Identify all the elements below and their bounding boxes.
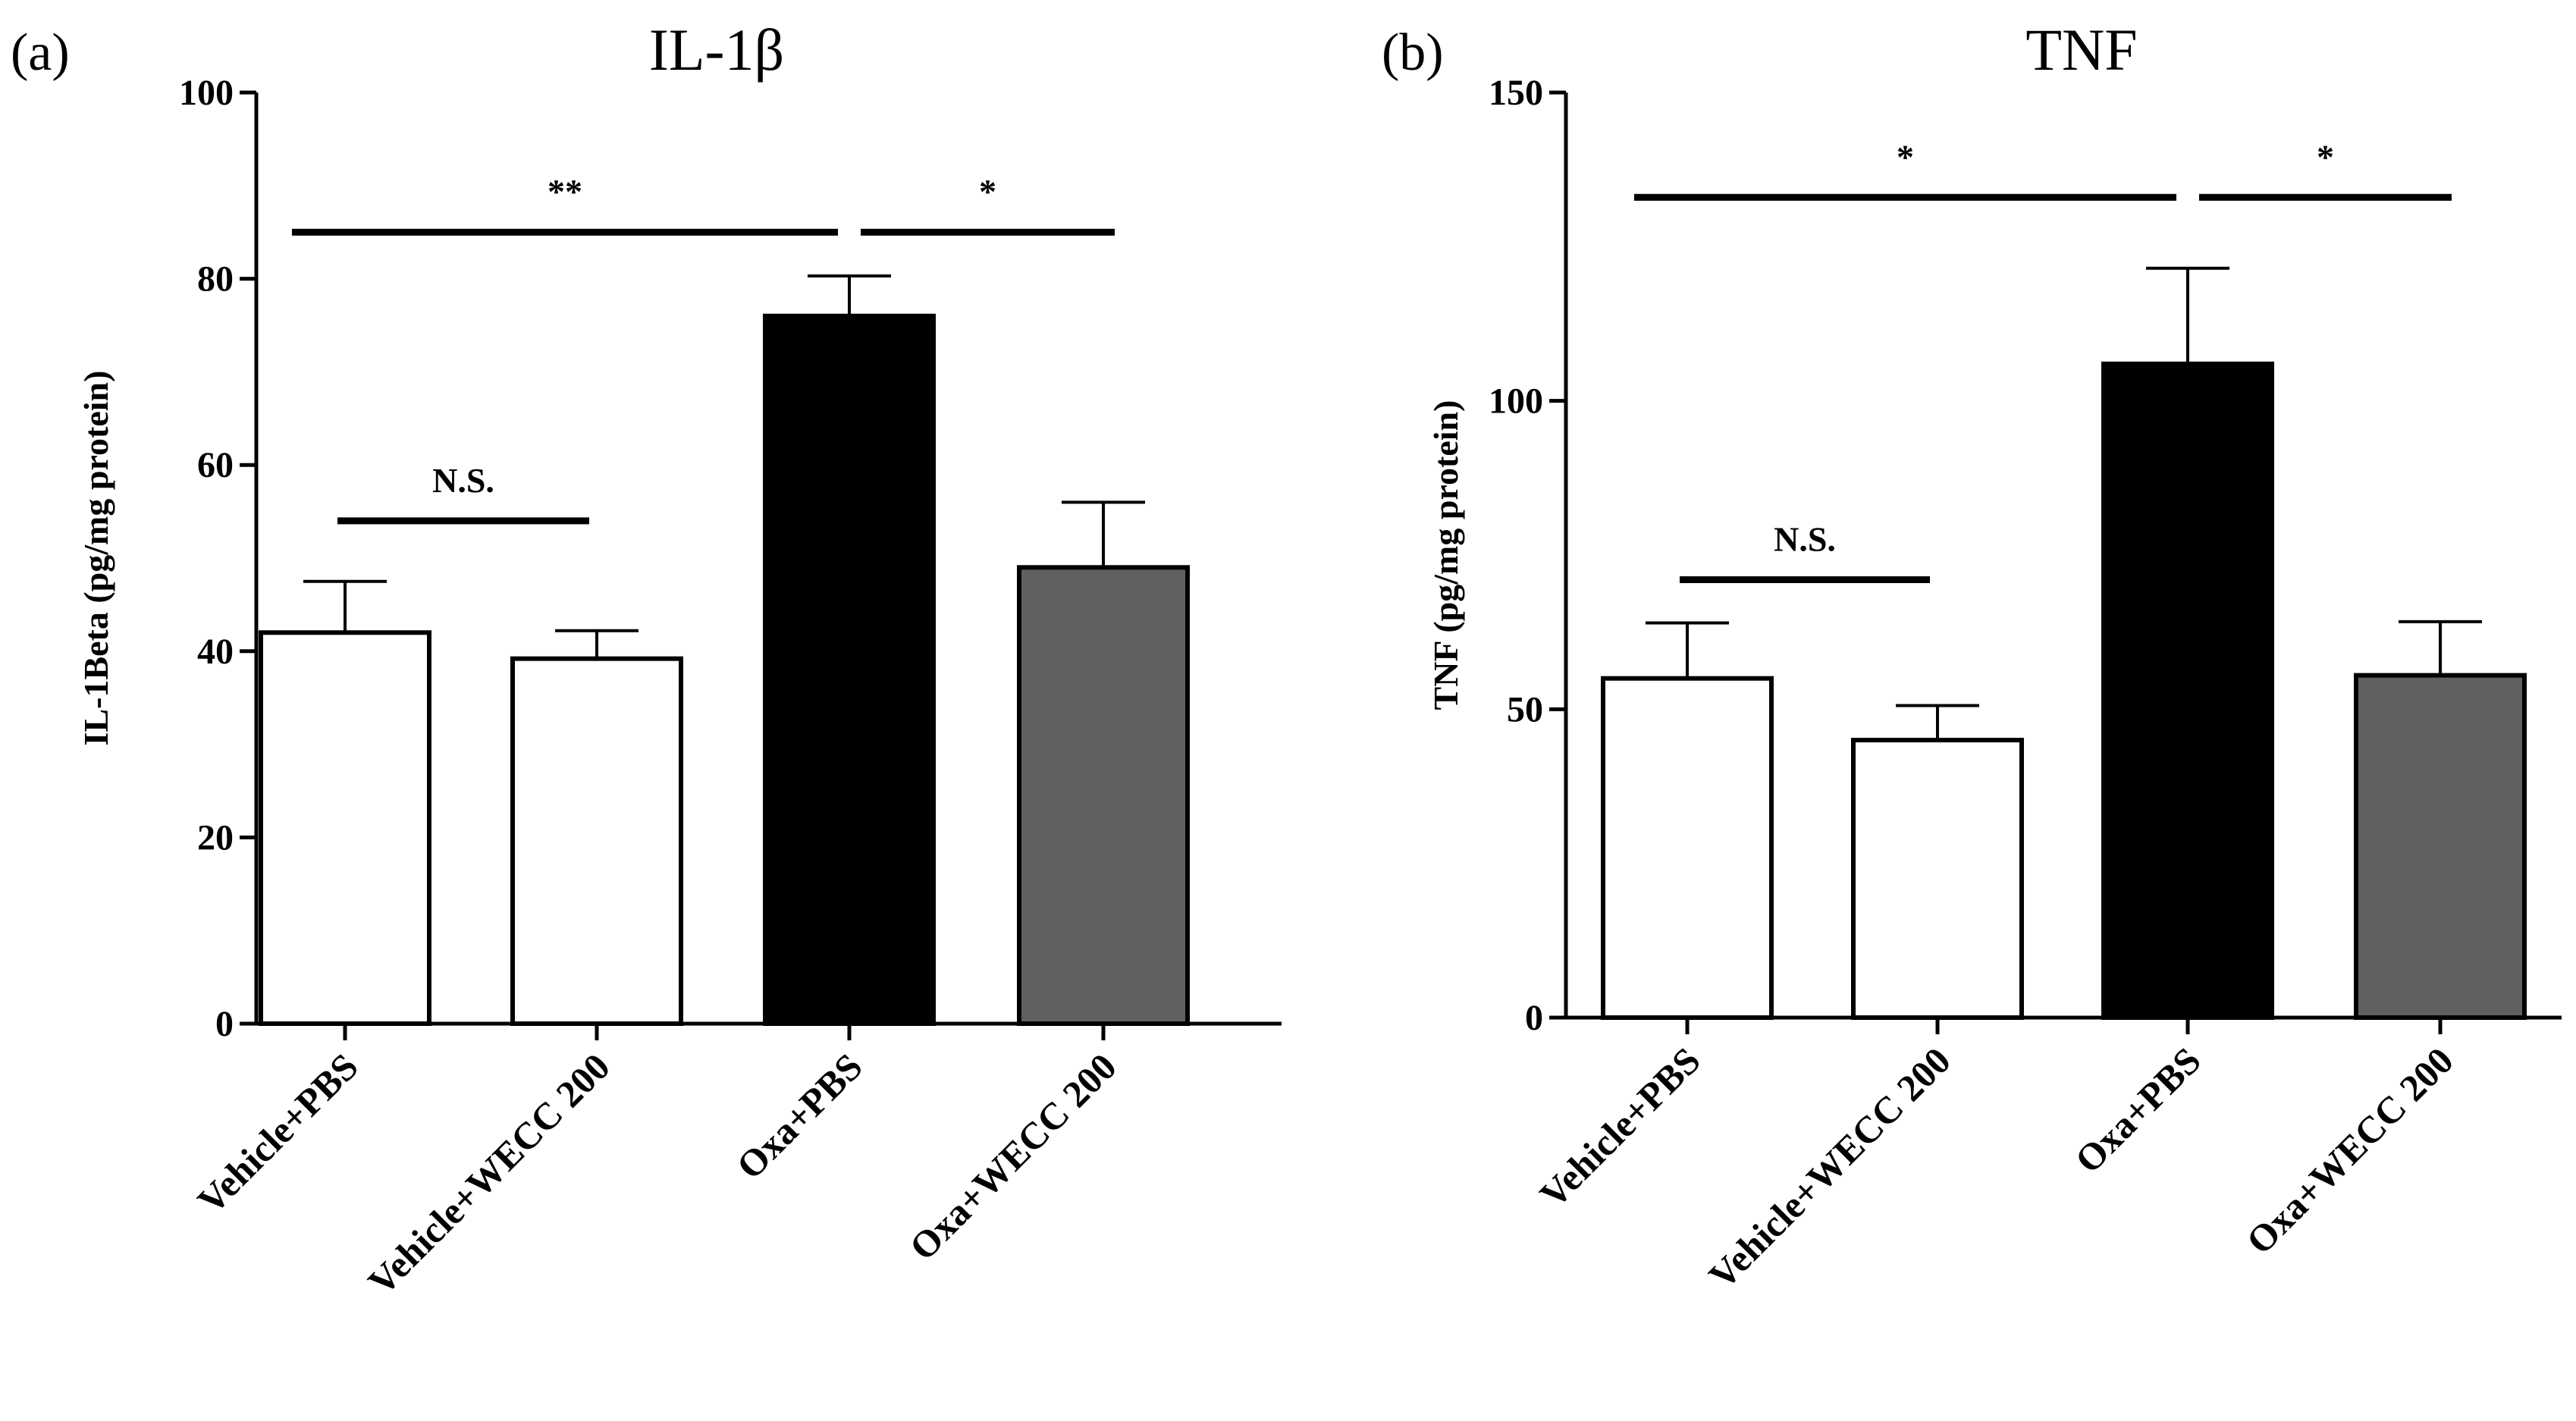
significance-label: N.S.: [1774, 520, 1836, 559]
significance-label: N.S.: [432, 461, 494, 500]
bar-3: [763, 313, 936, 1027]
significance-label: **: [548, 172, 582, 211]
y-tick-label: 0: [1525, 998, 1543, 1038]
significance-label: *: [979, 172, 996, 211]
y-tick-label: 150: [1489, 73, 1543, 113]
bar-4: [1017, 565, 1190, 1026]
panel-letter: (b): [1382, 24, 1444, 82]
y-tick-label: 50: [1507, 689, 1543, 729]
bar-1: [259, 630, 431, 1026]
category-label: Oxa+PBS: [728, 1045, 870, 1187]
y-tick-label: 60: [197, 445, 234, 485]
chart-panel-0: (a) IL-1β IL-1Beta (pg/mg protein) 0 20 40 60 8…: [11, 17, 1282, 1303]
category-label: Oxa+PBS: [2066, 1039, 2208, 1181]
panel-letter: (a): [11, 24, 70, 82]
y-tick-label: 0: [215, 1004, 234, 1044]
category-label: Vehicle+WECC 200: [359, 1045, 617, 1303]
category-label: Vehicle+PBS: [1532, 1039, 1708, 1216]
y-tick-label: 80: [197, 259, 234, 300]
y-tick-label: 100: [1489, 381, 1543, 422]
bar-2: [510, 656, 683, 1027]
bar-1: [1601, 676, 1774, 1021]
y-axis-label: IL-1Beta (pg/mg protein): [77, 371, 115, 746]
chart-title: TNF: [2025, 17, 2137, 83]
category-label: Vehicle+WECC 200: [1700, 1039, 1958, 1297]
bar-3: [2101, 361, 2274, 1021]
y-tick-label: 40: [197, 632, 234, 672]
chart-panel-1: (b) TNF TNF (pg/mg protein) 0 50 100 150 Vehicl…: [1382, 17, 2562, 1297]
category-label: Oxa+WECC 200: [901, 1045, 1124, 1268]
chart-title: IL-1β: [649, 17, 784, 83]
category-label: Vehicle+PBS: [190, 1045, 366, 1222]
y-tick-label: 100: [179, 73, 234, 113]
bar-4: [2354, 673, 2527, 1020]
y-tick-label: 20: [197, 817, 234, 858]
y-axis-label: TNF (pg/mg protein): [1426, 400, 1465, 710]
category-label: Oxa+WECC 200: [2238, 1039, 2461, 1262]
significance-label: *: [2317, 137, 2334, 176]
bar-2: [1851, 738, 2024, 1020]
significance-label: *: [1897, 137, 1914, 176]
